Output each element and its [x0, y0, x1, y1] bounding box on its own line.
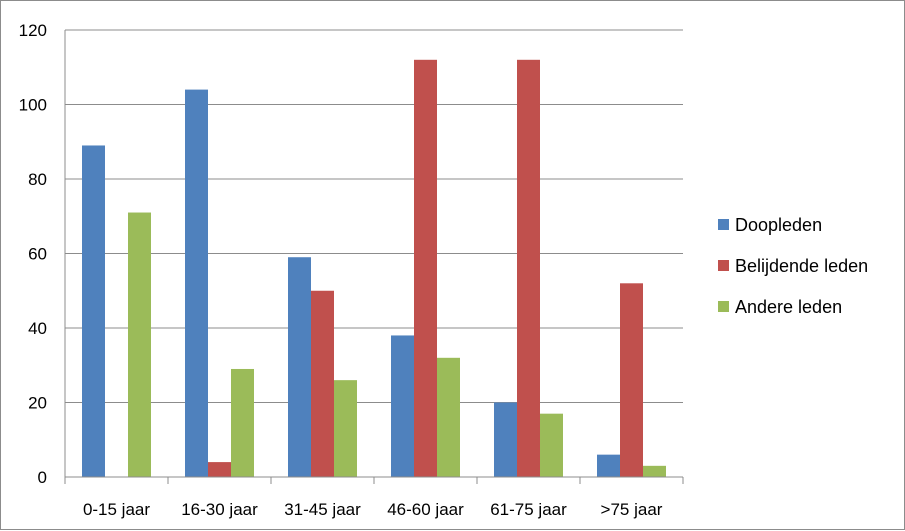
y-tick-label: 120 — [19, 21, 47, 40]
x-axis — [64, 30, 684, 484]
bar-andere-leden-2 — [334, 380, 357, 477]
bar-doopleden-3 — [391, 335, 414, 477]
bar-belijdende-leden-3 — [414, 59, 437, 478]
x-tick-label: 0-15 jaar — [83, 500, 150, 519]
bar-belijdende-leden-2 — [311, 290, 334, 477]
x-axis-ticks: 0-15 jaar 16-30 jaar 31-45 jaar 46-60 jaar 6… — [83, 500, 663, 519]
bar-andere-leden-5 — [643, 465, 666, 477]
bar-doopleden-4 — [494, 402, 517, 477]
bar-andere-leden-0 — [128, 212, 151, 477]
x-tick-label: 61-75 jaar — [490, 500, 567, 519]
bar-andere-leden-4 — [540, 413, 563, 477]
bar-belijdende-leden-1 — [208, 462, 231, 477]
y-tick-label: 40 — [28, 319, 47, 338]
bar-doopleden-1 — [185, 89, 208, 477]
x-tick-label: 16-30 jaar — [181, 500, 258, 519]
x-tick-label: 46-60 jaar — [387, 500, 464, 519]
y-axis-ticks: 0 20 40 60 80 100 120 — [19, 21, 47, 487]
bar-doopleden-5 — [597, 454, 620, 477]
bar-belijdende-leden-5 — [620, 283, 643, 477]
legend: Doopleden Belijdende leden Andere leden — [718, 215, 868, 317]
bars — [82, 59, 666, 478]
y-tick-label: 100 — [19, 96, 47, 115]
y-tick-label: 80 — [28, 170, 47, 189]
bar-doopleden-2 — [288, 257, 311, 477]
y-tick-label: 0 — [38, 468, 47, 487]
gridlines — [65, 29, 683, 403]
legend-swatch — [718, 301, 729, 312]
legend-label: Doopleden — [735, 215, 822, 235]
x-tick-label: 31-45 jaar — [284, 500, 361, 519]
y-tick-label: 60 — [28, 245, 47, 264]
bar-doopleden-0 — [82, 145, 105, 477]
bar-andere-leden-1 — [231, 368, 254, 477]
bar-andere-leden-3 — [437, 357, 460, 477]
legend-swatch — [718, 260, 729, 271]
y-tick-label: 20 — [28, 394, 47, 413]
x-tick-label: >75 jaar — [601, 500, 663, 519]
legend-label: Andere leden — [735, 297, 842, 317]
legend-label: Belijdende leden — [735, 256, 868, 276]
legend-swatch — [718, 219, 729, 230]
bar-belijdende-leden-4 — [517, 59, 540, 478]
